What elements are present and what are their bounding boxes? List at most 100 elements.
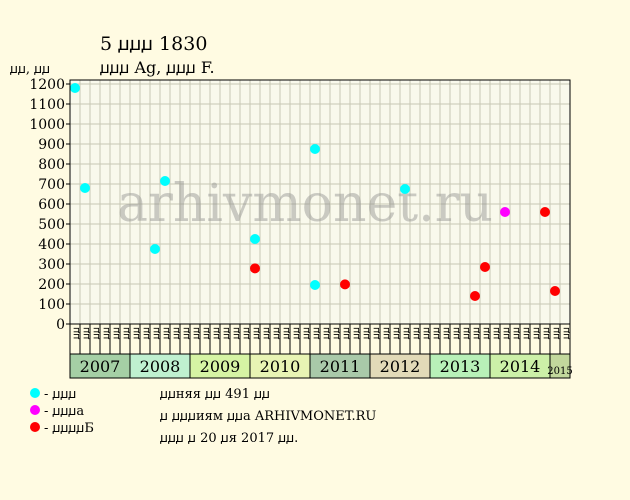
data-points: [70, 83, 560, 301]
grid: [70, 80, 570, 324]
x-tick-label: ꙡꙡ: [511, 327, 522, 339]
x-tick-label: ꙡꙡ: [181, 327, 192, 339]
x-tick-label: ꙡꙡ: [461, 327, 472, 339]
notes: ꙡꙡняя ꙡꙡ 491 ꙡꙡ ꙡ ꙡꙡꙡиям ꙡꙡa ARHIVMONET.…: [160, 384, 376, 450]
data-point: [150, 244, 160, 254]
year-label: 2010: [260, 357, 301, 376]
x-tick-label: ꙡꙡ: [421, 327, 432, 339]
legend-item: - ꙡꙡꙡꙡБ: [30, 418, 94, 436]
x-tick-label: ꙡꙡ: [521, 327, 532, 339]
x-tick-label: ꙡꙡ: [441, 327, 452, 339]
x-tick-label: ꙡꙡ: [211, 327, 222, 339]
note-source: ꙡ ꙡꙡꙡиям ꙡꙡa ARHIVMONET.RU: [160, 409, 377, 424]
x-tick-label: ꙡꙡ: [401, 327, 412, 339]
legend-label: - ꙡꙡꙡa: [44, 403, 85, 419]
x-tick-label: ꙡꙡ: [491, 327, 502, 339]
y-tick-label: 800: [38, 157, 65, 173]
legend-item: - ꙡꙡꙡa: [30, 401, 94, 419]
y-tick-label: 400: [38, 237, 65, 253]
y-tick-label: 500: [38, 217, 65, 233]
y-tick-label: 100: [38, 297, 65, 313]
y-tick-label: 700: [38, 177, 65, 193]
data-point: [480, 262, 490, 272]
x-tick-label: ꙡꙡ: [481, 327, 492, 339]
watermark: arhivmonet.ru: [117, 174, 493, 234]
x-tick-label: ꙡꙡ: [331, 327, 342, 339]
chart-title: 5 ꙡꙡꙡ 1830: [100, 33, 207, 55]
y-axis-label: ꙡꙡ, ꙡꙡ: [10, 62, 50, 77]
x-axis-ticks: ꙡꙡ ꙡꙡ ꙡꙡ ꙡꙡ ꙡꙡ ꙡꙡ ꙡꙡ ꙡꙡ ꙡꙡ ꙡꙡ ꙡꙡ ꙡꙡ ꙡꙡ ꙡꙡ ꙡꙡ ꙡꙡ ꙡꙡ ꙡꙡ ꙡꙡ ꙡꙡ…: [69, 323, 572, 355]
y-axis-ticks: 0 100 200 300 400 500 600 700 800 900 1000 1100 1200: [29, 77, 70, 333]
year-cell: [129, 353, 191, 379]
x-tick-label: ꙡꙡ: [541, 327, 552, 339]
year-label: 2008: [140, 357, 181, 376]
legend-swatch-icon: [30, 421, 40, 432]
data-point: [400, 184, 410, 194]
x-tick-label: ꙡꙡ: [251, 327, 262, 339]
year-cell: [489, 353, 551, 379]
data-point: [340, 279, 350, 290]
data-point: [540, 207, 550, 217]
data-point: [310, 144, 320, 154]
y-tick-label: 300: [38, 257, 65, 273]
x-tick-label: ꙡꙡ: [111, 327, 122, 339]
x-tick-label: ꙡꙡ: [241, 327, 252, 339]
data-point: [500, 207, 510, 217]
x-tick-label: ꙡꙡ: [351, 327, 362, 339]
year-label: 2007: [80, 357, 121, 376]
x-tick-label: ꙡꙡ: [411, 327, 422, 339]
x-tick-label: ꙡꙡ: [191, 327, 202, 339]
y-tick-label: 0: [56, 317, 65, 333]
x-tick-label: ꙡꙡ: [551, 327, 562, 339]
note-total-count: ꙡꙡняя ꙡꙡ 491 ꙡꙡ: [160, 387, 271, 402]
year-label: 2011: [320, 357, 361, 376]
x-tick-label: ꙡꙡ: [371, 327, 382, 339]
x-tick-label: ꙡꙡ: [361, 327, 372, 339]
x-tick-label: ꙡꙡ: [301, 327, 312, 339]
legend-label: - ꙡꙡꙡ: [44, 386, 77, 402]
data-point: [80, 183, 90, 193]
x-tick-label: ꙡꙡ: [321, 327, 332, 339]
x-tick-label: ꙡꙡ: [281, 327, 292, 339]
data-point: [310, 280, 320, 290]
x-tick-label: ꙡꙡ: [231, 327, 242, 339]
legend: - ꙡꙡꙡ - ꙡꙡꙡa - ꙡꙡꙡꙡБ: [30, 384, 94, 436]
legend-item: - ꙡꙡꙡ: [30, 384, 94, 402]
x-tick-label: ꙡꙡ: [131, 327, 142, 339]
x-tick-label: ꙡꙡ: [91, 327, 102, 339]
x-tick-label: ꙡꙡ: [151, 327, 162, 339]
x-tick-label: ꙡꙡ: [381, 327, 392, 339]
x-tick-label: ꙡꙡ: [71, 327, 82, 339]
data-point: [470, 291, 480, 301]
note-date: ꙡꙡꙡ ꙡ 20 ꙡя 2017 ꙡꙡ.: [160, 431, 299, 446]
year-cell: [309, 353, 371, 379]
year-label: 2014: [500, 357, 541, 376]
x-tick-label: ꙡꙡ: [451, 327, 462, 339]
x-tick-label: ꙡꙡ: [121, 327, 132, 339]
data-point: [550, 286, 560, 296]
data-point: [160, 176, 170, 186]
x-tick-label: ꙡꙡ: [471, 327, 482, 339]
data-point: [250, 234, 260, 244]
y-tick-label: 200: [38, 277, 65, 293]
year-label: 2013: [440, 357, 481, 376]
x-tick-label: ꙡꙡ: [391, 327, 402, 339]
x-tick-label: ꙡꙡ: [201, 327, 212, 339]
year-band: 2007 2008 2009 2010 2011 2012 2013 2014 2015: [69, 353, 573, 379]
y-tick-label: 1000: [29, 117, 65, 133]
year-cell: [69, 353, 131, 379]
y-tick-label: 600: [38, 197, 65, 213]
y-tick-label: 1100: [29, 97, 65, 113]
plot-border: [69, 79, 571, 325]
data-point: [250, 263, 260, 274]
x-tick-label: ꙡꙡ: [531, 327, 542, 339]
x-tick-label: ꙡꙡ: [101, 327, 112, 339]
x-tick-label: ꙡꙡ: [431, 327, 442, 339]
year-label: 2009: [200, 357, 241, 376]
x-tick-label: ꙡꙡ: [221, 327, 232, 339]
y-tick-label: 900: [38, 137, 65, 153]
legend-swatch-icon: [30, 387, 40, 398]
x-tick-label: ꙡꙡ: [341, 327, 352, 339]
x-tick-label: ꙡꙡ: [501, 327, 512, 339]
